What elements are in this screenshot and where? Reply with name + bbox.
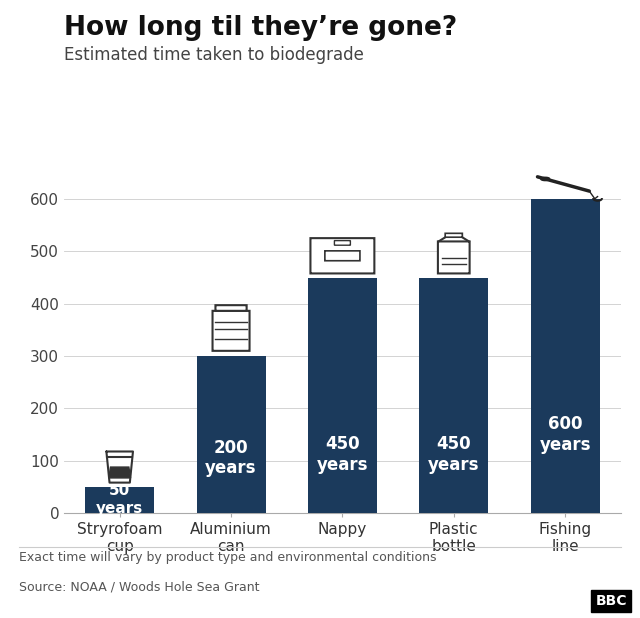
Bar: [531, 199, 600, 513]
Polygon shape: [109, 467, 131, 478]
Text: Estimated time taken to biodegrade: Estimated time taken to biodegrade: [64, 46, 364, 64]
Text: How long til they’re gone?: How long til they’re gone?: [64, 15, 457, 41]
Bar: [419, 277, 488, 513]
FancyBboxPatch shape: [438, 242, 470, 273]
FancyBboxPatch shape: [216, 305, 246, 311]
Text: BBC: BBC: [595, 594, 627, 607]
Bar: [85, 487, 154, 513]
Text: 200
years: 200 years: [205, 439, 257, 478]
Text: 450
years: 450 years: [317, 434, 368, 473]
Text: Source: NOAA / Woods Hole Sea Grant: Source: NOAA / Woods Hole Sea Grant: [19, 581, 260, 594]
FancyBboxPatch shape: [212, 311, 250, 351]
FancyBboxPatch shape: [335, 240, 350, 245]
Text: Exact time will vary by product type and environmental conditions: Exact time will vary by product type and…: [19, 551, 436, 564]
Text: 50
years: 50 years: [96, 483, 143, 515]
Bar: [196, 356, 266, 513]
FancyBboxPatch shape: [445, 234, 462, 237]
Polygon shape: [106, 452, 133, 483]
Text: 450
years: 450 years: [428, 434, 479, 473]
FancyBboxPatch shape: [310, 238, 374, 273]
Bar: [308, 277, 377, 513]
Text: 600
years: 600 years: [540, 415, 591, 454]
FancyBboxPatch shape: [325, 251, 360, 261]
